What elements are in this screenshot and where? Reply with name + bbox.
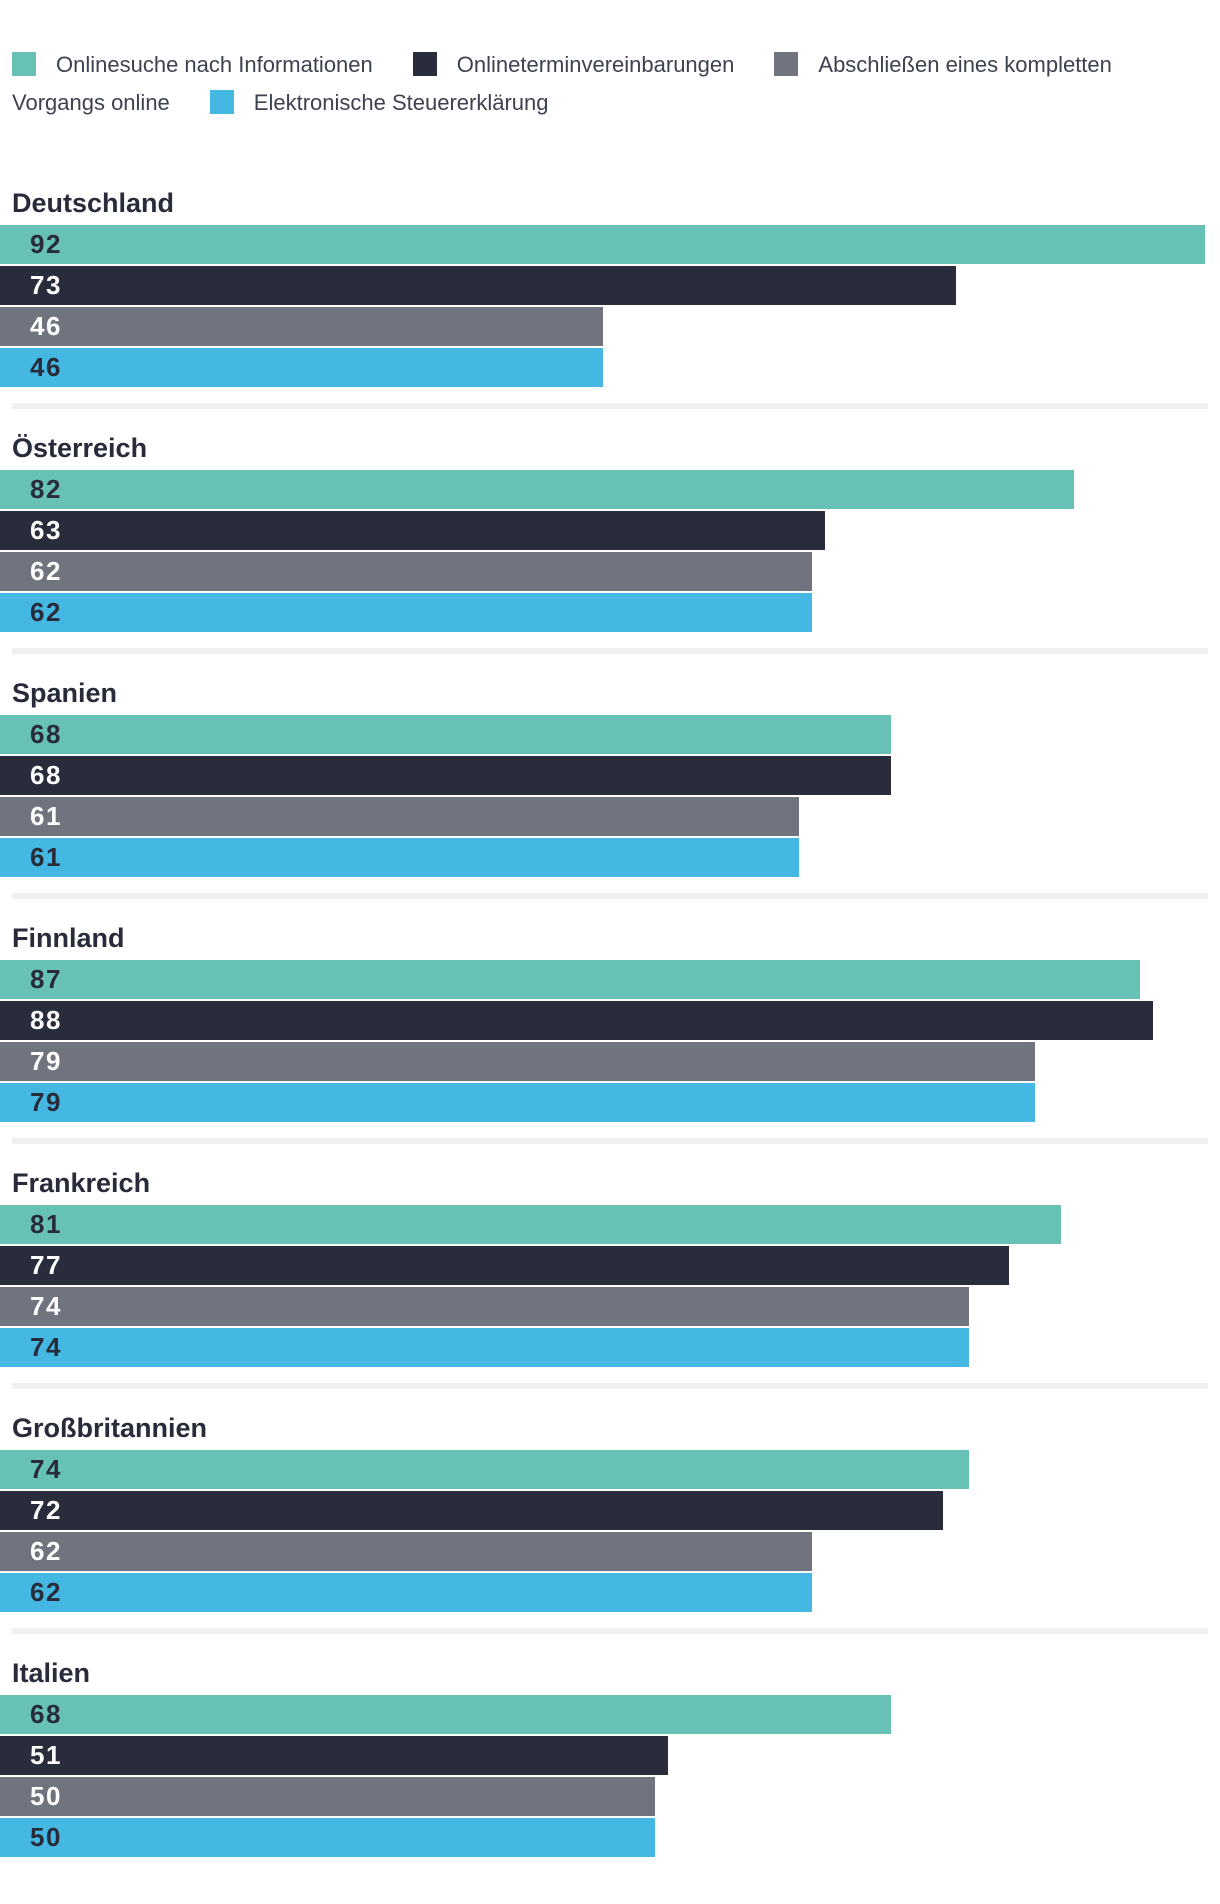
bar-value-label: 87 — [30, 964, 62, 994]
bar-termin: 88 — [0, 1001, 1153, 1040]
bar-vorgang: 50 — [0, 1777, 655, 1816]
bar-vorgang: 46 — [0, 307, 603, 346]
bar-value-label: 46 — [30, 352, 62, 382]
bar-termin: 77 — [0, 1246, 1009, 1285]
bar-value-label: 62 — [30, 1536, 62, 1566]
bar-steuer: 79 — [0, 1083, 1035, 1122]
bar-termin: 63 — [0, 511, 825, 550]
group-deutschland: Deutschland 92 73 46 46 — [0, 188, 1220, 387]
bar-value-label: 77 — [30, 1250, 62, 1280]
bar-group: 81 77 74 74 — [0, 1205, 1220, 1367]
bar-steuer: 62 — [0, 1573, 812, 1612]
bar-group: 82 63 62 62 — [0, 470, 1220, 632]
chart-page: Onlinesuche nach Informationen Onlineterm… — [0, 46, 1220, 1857]
bar-group: 92 73 46 46 — [0, 225, 1220, 387]
bar-onlinesuche: 82 — [0, 470, 1074, 509]
bar-value-label: 88 — [30, 1005, 62, 1035]
bar-value-label: 79 — [30, 1087, 62, 1117]
group-frankreich: Frankreich 81 77 74 74 — [0, 1168, 1220, 1367]
bar-onlinesuche: 87 — [0, 960, 1140, 999]
bar-value-label: 51 — [30, 1740, 62, 1770]
bar-steuer: 50 — [0, 1818, 655, 1857]
bar-value-label: 62 — [30, 556, 62, 586]
legend-label-onlinesuche: Onlinesuche nach Informationen — [56, 52, 373, 77]
bar-value-label: 62 — [30, 1577, 62, 1607]
bar-group: 87 88 79 79 — [0, 960, 1220, 1122]
group-divider — [12, 1383, 1208, 1389]
group-divider — [12, 648, 1208, 654]
bar-value-label: 92 — [30, 229, 62, 259]
bar-value-label: 82 — [30, 474, 62, 504]
legend-swatch-vorgang — [774, 52, 799, 76]
bar-value-label: 79 — [30, 1046, 62, 1076]
legend-label-steuer: Elektronische Steuererklärung — [253, 90, 549, 115]
bar-value-label: 50 — [30, 1781, 62, 1811]
bar-onlinesuche: 68 — [0, 715, 891, 754]
legend-swatch-steuer — [209, 90, 234, 114]
bar-value-label: 61 — [30, 801, 62, 831]
bar-onlinesuche: 92 — [0, 225, 1205, 264]
bar-steuer: 74 — [0, 1328, 969, 1367]
bar-value-label: 50 — [30, 1822, 62, 1852]
country-title-deutschland: Deutschland — [12, 188, 175, 218]
group-italien: Italien 68 51 50 50 — [0, 1658, 1220, 1857]
legend-item-steuer: Elektronische Steuererklärung — [209, 90, 549, 115]
legend-swatch-termin — [412, 52, 437, 76]
group-divider — [12, 1628, 1208, 1634]
group-oesterreich: Österreich 82 63 62 62 — [0, 433, 1220, 632]
bar-value-label: 61 — [30, 842, 62, 872]
group-divider — [12, 403, 1208, 409]
bar-termin: 51 — [0, 1736, 668, 1775]
bar-value-label: 72 — [30, 1495, 62, 1525]
legend-swatch-onlinesuche — [12, 52, 36, 76]
country-title-frankreich: Frankreich — [12, 1168, 151, 1198]
legend-item-onlinesuche: Onlinesuche nach Informationen — [12, 52, 373, 77]
country-title-oesterreich: Österreich — [12, 433, 148, 463]
bar-value-label: 46 — [30, 311, 62, 341]
bar-value-label: 73 — [30, 270, 62, 300]
bar-vorgang: 62 — [0, 552, 812, 591]
bar-steuer: 62 — [0, 593, 812, 632]
bar-vorgang: 61 — [0, 797, 799, 836]
bar-steuer: 46 — [0, 348, 603, 387]
bar-value-label: 62 — [30, 597, 62, 627]
country-title-finnland: Finnland — [12, 923, 125, 953]
legend-label-vorgang: Abschließen eines kompletten Vorgangs on… — [12, 52, 1112, 115]
bar-value-label: 68 — [30, 760, 62, 790]
bar-value-label: 63 — [30, 515, 62, 545]
group-spanien: Spanien 68 68 61 61 — [0, 678, 1220, 877]
bar-termin: 68 — [0, 756, 891, 795]
bar-termin: 72 — [0, 1491, 943, 1530]
bar-value-label: 81 — [30, 1209, 62, 1239]
bar-onlinesuche: 68 — [0, 1695, 891, 1734]
group-divider — [12, 1138, 1208, 1144]
legend-label-termin: Onlineterminvereinbarungen — [456, 52, 735, 77]
bar-group: 68 51 50 50 — [0, 1695, 1220, 1857]
legend-item-termin: Onlineterminvereinbarungen — [412, 52, 735, 77]
bar-termin: 73 — [0, 266, 956, 305]
bar-vorgang: 62 — [0, 1532, 812, 1571]
bar-steuer: 61 — [0, 838, 799, 877]
country-title-grossbritannien: Großbritannien — [12, 1413, 207, 1443]
bar-value-label: 74 — [30, 1332, 62, 1362]
group-grossbritannien: Großbritannien 74 72 62 62 — [0, 1413, 1220, 1612]
bar-onlinesuche: 74 — [0, 1450, 969, 1489]
bar-value-label: 74 — [30, 1454, 62, 1484]
bar-vorgang: 79 — [0, 1042, 1035, 1081]
country-title-spanien: Spanien — [12, 678, 118, 708]
bar-vorgang: 74 — [0, 1287, 969, 1326]
bar-group: 74 72 62 62 — [0, 1450, 1220, 1612]
legend-item-vorgang: Abschließen eines kompletten Vorgangs on… — [12, 52, 1112, 115]
bar-onlinesuche: 81 — [0, 1205, 1061, 1244]
bar-group: 68 68 61 61 — [0, 715, 1220, 877]
bar-value-label: 74 — [30, 1291, 62, 1321]
bar-value-label: 68 — [30, 719, 62, 749]
legend: Onlinesuche nach Informationen Onlineterm… — [0, 46, 1220, 122]
bar-value-label: 68 — [30, 1699, 62, 1729]
country-title-italien: Italien — [12, 1658, 91, 1688]
group-finnland: Finnland 87 88 79 79 — [0, 923, 1220, 1122]
group-divider — [12, 893, 1208, 899]
